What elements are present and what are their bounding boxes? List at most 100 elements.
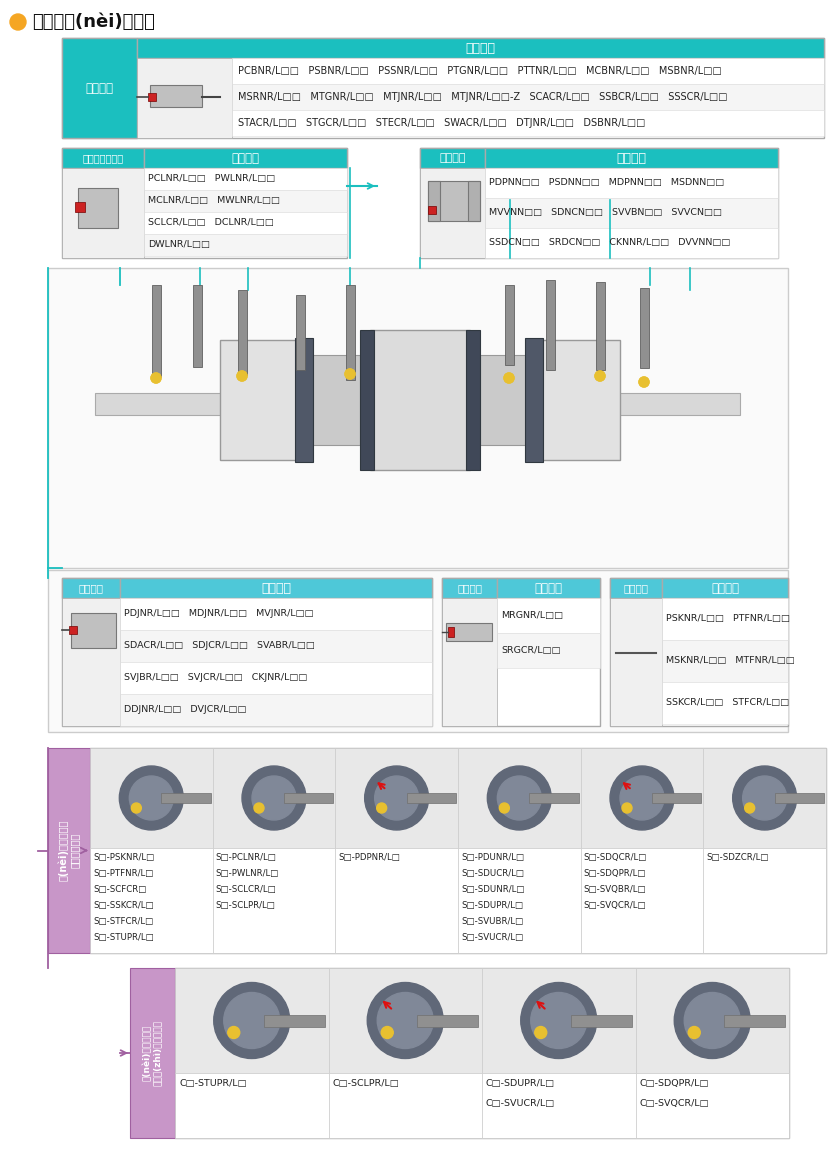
Text: PSKNR/L□□   PTFNR/L□□: PSKNR/L□□ PTFNR/L□□ <box>666 615 790 624</box>
Text: 仿形車削: 仿形車削 <box>78 583 103 593</box>
Bar <box>662 578 788 597</box>
Text: C□-SDQPR/L□: C□-SDQPR/L□ <box>639 1079 709 1088</box>
Bar <box>69 626 77 634</box>
Bar <box>774 793 824 803</box>
Bar <box>335 848 458 953</box>
Text: PCLNR/L□□   PWLNR/L□□: PCLNR/L□□ PWLNR/L□□ <box>148 175 276 184</box>
Circle shape <box>228 1026 239 1039</box>
Text: S□-PCLNR/L□: S□-PCLNR/L□ <box>216 853 276 862</box>
Bar <box>360 330 374 470</box>
Bar <box>703 748 826 848</box>
Circle shape <box>151 373 161 383</box>
Text: 內(nèi)孔車削刀具
（鋼制刀桿）: 內(nèi)孔車削刀具 （鋼制刀桿） <box>58 820 80 881</box>
Bar <box>232 110 824 136</box>
Bar <box>505 285 514 365</box>
Bar <box>428 206 436 214</box>
Circle shape <box>685 993 740 1049</box>
Text: S□-PTFNR/L□: S□-PTFNR/L□ <box>93 869 154 878</box>
Bar <box>62 148 144 168</box>
Bar <box>175 967 328 1073</box>
Circle shape <box>131 803 141 813</box>
Bar <box>640 288 649 368</box>
Bar <box>580 748 703 848</box>
Bar <box>485 198 778 228</box>
Bar <box>232 57 824 84</box>
Text: S□-SCFCR□: S□-SCFCR□ <box>93 885 146 894</box>
Bar <box>525 338 543 462</box>
Text: S□-SCLCR/L□: S□-SCLCR/L□ <box>216 885 276 894</box>
Bar <box>497 597 600 633</box>
Text: PDPNN□□   PSDNN□□   MDPNN□□   MSDNN□□: PDPNN□□ PSDNN□□ MDPNN□□ MSDNN□□ <box>489 178 724 187</box>
Text: 外圓及內(nèi)孔車削: 外圓及內(nèi)孔車削 <box>32 13 155 31</box>
Bar <box>448 627 454 637</box>
Bar <box>120 597 432 630</box>
Circle shape <box>531 993 587 1049</box>
Text: S□-PSKNR/L□: S□-PSKNR/L□ <box>93 853 155 862</box>
Bar <box>48 748 90 953</box>
Bar <box>62 578 432 726</box>
Bar <box>570 1015 632 1026</box>
Bar <box>62 38 824 138</box>
Text: DWLNR/L□□: DWLNR/L□□ <box>148 240 210 249</box>
Circle shape <box>732 766 796 830</box>
Bar <box>137 38 824 57</box>
Bar <box>610 578 788 726</box>
Bar <box>652 793 701 803</box>
Bar <box>152 285 161 377</box>
Bar <box>420 148 778 259</box>
Text: 端面車削: 端面車削 <box>623 583 648 593</box>
Bar <box>220 340 300 460</box>
Circle shape <box>497 776 541 820</box>
Bar <box>75 202 85 213</box>
Text: 內(nèi)孔車削刀具
（硬質(zhì)合金刀桿）: 內(nèi)孔車削刀具 （硬質(zhì)合金刀桿） <box>142 1020 162 1086</box>
Bar <box>213 748 335 848</box>
Bar <box>62 578 120 597</box>
Text: C□-SVUCR/L□: C□-SVUCR/L□ <box>486 1098 555 1108</box>
Circle shape <box>254 803 264 813</box>
Bar <box>420 168 485 259</box>
Circle shape <box>365 766 428 830</box>
Bar <box>529 793 579 803</box>
Text: S□-SVUCR/L□: S□-SVUCR/L□ <box>461 933 523 942</box>
Bar <box>480 355 530 445</box>
Circle shape <box>688 1026 701 1039</box>
Text: S□-SDQPR/L□: S□-SDQPR/L□ <box>584 869 646 878</box>
Text: S□-SDUPR/L□: S□-SDUPR/L□ <box>461 901 523 910</box>
Text: S□-SVQCR/L□: S□-SVQCR/L□ <box>584 901 646 910</box>
Bar <box>62 597 120 726</box>
Text: S□-SDUNR/L□: S□-SDUNR/L□ <box>461 885 524 894</box>
Bar <box>442 597 497 726</box>
Bar <box>596 282 605 370</box>
Bar <box>497 578 600 597</box>
Bar <box>130 967 175 1138</box>
Text: 刀具型號: 刀具型號 <box>711 581 739 594</box>
Bar <box>662 640 788 683</box>
Text: 刀具型號: 刀具型號 <box>534 581 563 594</box>
Circle shape <box>375 776 418 820</box>
Bar <box>417 1015 478 1026</box>
Bar <box>328 1073 482 1138</box>
Bar <box>703 848 826 953</box>
Circle shape <box>743 776 787 820</box>
Text: 仿形車削: 仿形車削 <box>439 153 465 163</box>
Text: S□-SSKCR/L□: S□-SSKCR/L□ <box>93 901 154 910</box>
Bar <box>78 188 118 228</box>
Bar <box>540 340 620 460</box>
Circle shape <box>639 377 649 387</box>
Bar <box>485 168 778 198</box>
Bar <box>296 295 305 370</box>
Bar <box>62 148 347 259</box>
Bar <box>610 578 662 597</box>
Text: SDACR/L□□   SDJCR/L□□   SVABR/L□□: SDACR/L□□ SDJCR/L□□ SVABR/L□□ <box>124 641 315 650</box>
Bar <box>420 148 485 168</box>
Text: SVJBR/L□□   SVJCR/L□□   CKJNR/L□□: SVJBR/L□□ SVJCR/L□□ CKJNR/L□□ <box>124 673 307 683</box>
Text: S□-SVQBR/L□: S□-SVQBR/L□ <box>584 885 646 894</box>
Bar <box>148 93 156 101</box>
Circle shape <box>745 803 754 813</box>
Text: STACR/L□□   STGCR/L□□   STECR/L□□   SWACR/L□□   DTJNR/L□□   DSBNR/L□□: STACR/L□□ STGCR/L□□ STECR/L□□ SWACR/L□□ … <box>238 118 645 128</box>
Text: 刀具型號: 刀具型號 <box>465 41 496 54</box>
Text: 仿形車削: 仿形車削 <box>457 583 482 593</box>
Text: SCLCR/L□□   DCLNR/L□□: SCLCR/L□□ DCLNR/L□□ <box>148 218 274 228</box>
Text: SSKCR/L□□   STFCR/L□□: SSKCR/L□□ STFCR/L□□ <box>666 699 790 708</box>
Text: MCLNR/L□□   MWLNR/L□□: MCLNR/L□□ MWLNR/L□□ <box>148 196 280 206</box>
